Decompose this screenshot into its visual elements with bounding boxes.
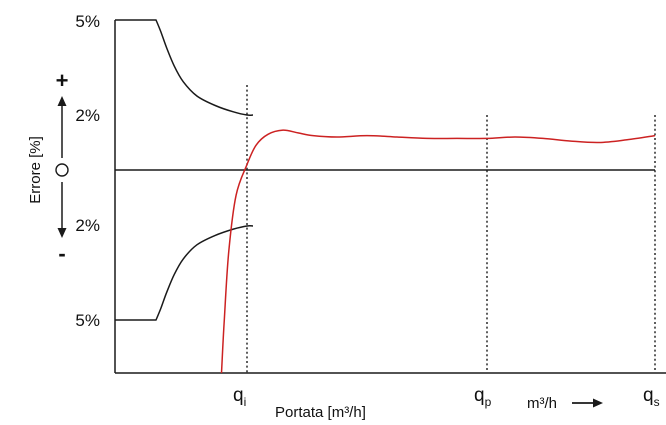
q-label-i-base: q — [233, 385, 244, 406]
y-tick-label-minus5: 5% — [75, 311, 100, 330]
q-label-s: qs — [643, 385, 660, 409]
q-label-p-base: q — [474, 385, 485, 406]
q-label-i: qi — [233, 385, 246, 409]
up-arrow-head — [57, 96, 67, 106]
minus-sign: - — [58, 241, 65, 266]
q-label-s-base: q — [643, 385, 654, 406]
q-label-p: qp — [474, 385, 492, 409]
y-tick-label-plus2: 2% — [75, 106, 100, 125]
measured-error-line — [220, 129, 656, 374]
y-tick-label-plus5: 5% — [75, 12, 100, 31]
upper-limit-line — [115, 19, 254, 116]
q-label-s-sub: s — [654, 395, 660, 409]
down-arrow-head — [57, 228, 67, 238]
plus-sign: + — [56, 68, 69, 93]
y-axis-title: Errore [%] — [27, 136, 44, 204]
lower-limit-line — [115, 225, 254, 321]
x-unit-arrow-head — [593, 398, 603, 408]
x-unit-label: m³/h — [527, 395, 557, 412]
zero-circle-icon — [55, 163, 69, 177]
y-tick-label-minus2: 2% — [75, 216, 100, 235]
q-label-p-sub: p — [485, 395, 492, 409]
q-label-i-sub: i — [244, 395, 247, 409]
x-axis-title: Portata [m³/h] — [275, 404, 366, 421]
